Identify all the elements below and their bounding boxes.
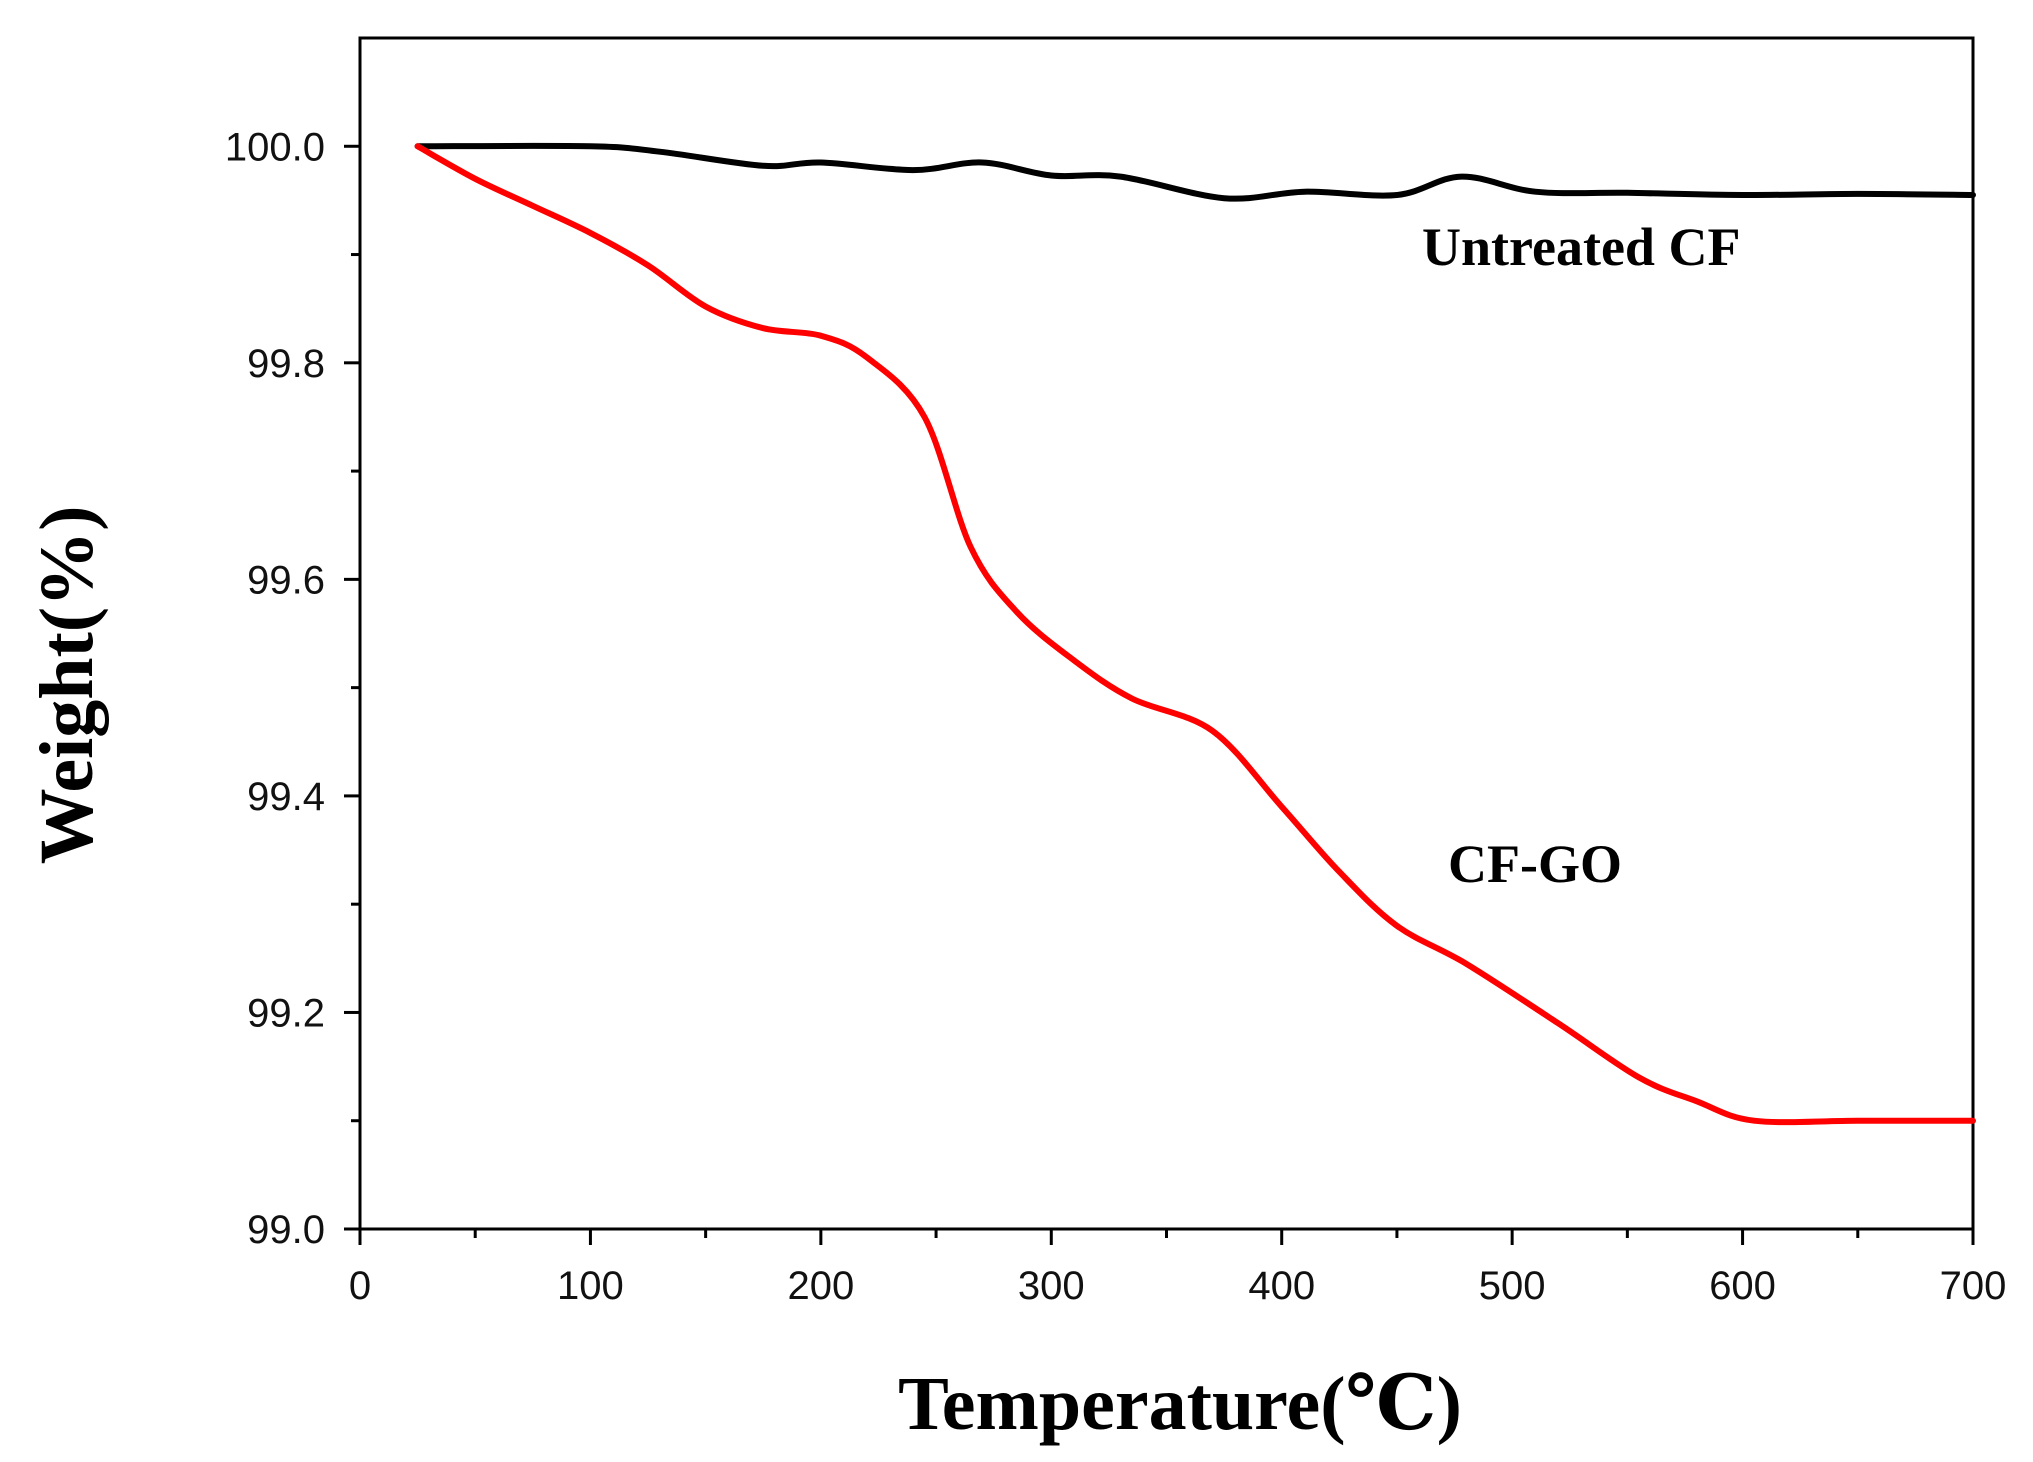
y-tick-label: 99.0 [247,1208,325,1252]
y-tick-label: 99.8 [247,342,325,386]
series-line-cf-go [414,143,1976,1126]
series-label-cf-go: CF-GO [1448,834,1622,894]
x-axis-title: Temperature(℃) [898,1362,1462,1446]
x-tick-label: 200 [787,1264,854,1308]
x-tick-label: 0 [349,1264,371,1308]
y-tick-label: 99.2 [247,991,325,1035]
y-axis-title: Weight(%) [25,506,109,865]
x-tick-label: 100 [557,1264,624,1308]
x-tick-label: 600 [1709,1264,1776,1308]
x-axis-ticks: 0 100 200 300 400 500 600 700 [349,1229,2007,1308]
series-label-untreated-cf: Untreated CF [1422,217,1740,277]
y-tick-label: 99.4 [247,775,325,819]
y-tick-label: 99.6 [247,558,325,602]
x-tick-label: 300 [1018,1264,1085,1308]
y-tick-label: 100.0 [225,125,325,169]
series-line-untreated-cf [414,142,1976,202]
x-tick-label: 500 [1479,1264,1546,1308]
x-tick-label: 700 [1940,1264,2007,1308]
y-axis-ticks: 99.0 99.2 99.4 99.6 99.8 100.0 [225,125,360,1252]
x-tick-label: 400 [1248,1264,1315,1308]
series-layer [414,142,1976,1126]
